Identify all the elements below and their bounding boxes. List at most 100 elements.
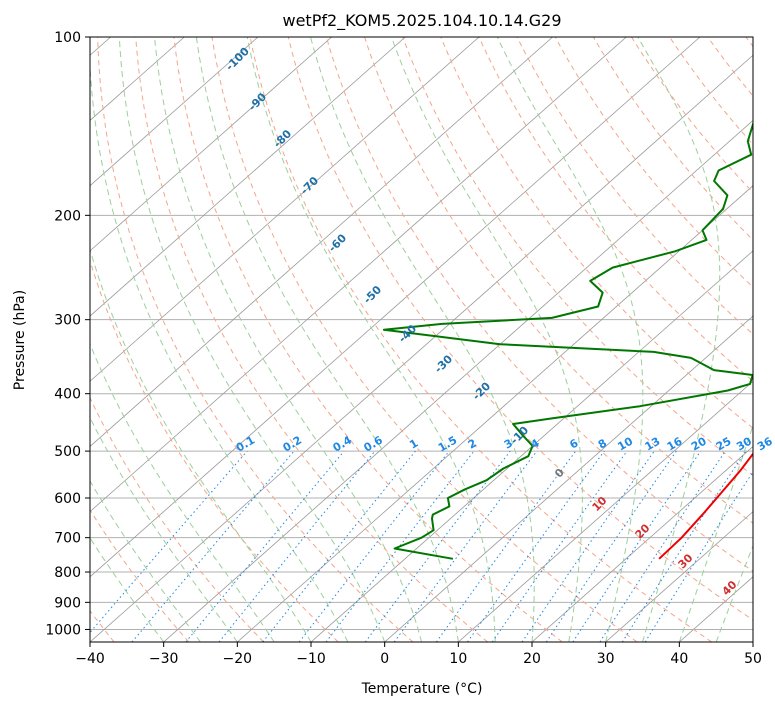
moist-adiabat-line [496, 37, 644, 642]
dry-adiabat-line [402, 37, 753, 477]
isotherm-line [237, 185, 753, 642]
dry-adiabat-line [90, 259, 339, 642]
dry-adiabat-label: 20 [633, 521, 653, 541]
dry-adiabat-line [478, 37, 753, 382]
isotherm-line [90, 37, 701, 578]
isotherm-line [90, 37, 332, 252]
mixing-ratio-line [435, 450, 577, 642]
mixing-ratio-line [131, 450, 295, 642]
x-axis-label: Temperature (°C) [361, 681, 483, 697]
y-tick-label: 700 [54, 531, 81, 547]
background-lines [90, 37, 753, 642]
y-tick-label: 200 [54, 208, 81, 224]
mixing-ratio-line [218, 450, 376, 642]
dry-adiabat-label: -80 [271, 127, 294, 150]
moist-adiabat-line [154, 37, 422, 642]
isotherm-line [90, 37, 480, 382]
isotherm-line [163, 119, 753, 642]
moist-adiabat-line [246, 37, 496, 642]
dry-adiabat-line [707, 37, 753, 97]
moist-adiabat-line [90, 536, 165, 642]
plot-frame [89, 36, 754, 643]
mixing-ratio-line [621, 450, 747, 642]
axis-ticks: −40 −30 −20 −10 0 10 20 30 40 5010020030040050060… [45, 30, 762, 667]
dry-adiabat-label: -50 [361, 283, 384, 306]
mixing-ratio-line [393, 450, 538, 642]
isotherm-line [605, 511, 753, 642]
x-tick-label: 40 [670, 651, 688, 667]
isotherm-line [679, 576, 753, 642]
x-tick-label: 50 [744, 651, 762, 667]
moist-adiabat-line [90, 480, 201, 642]
mixing-ratio-line [90, 450, 248, 634]
moist-adiabat-line [678, 423, 753, 642]
dry-adiabat-line [211, 37, 638, 642]
y-tick-label: 1000 [45, 622, 81, 638]
mixing-ratio-line [644, 470, 753, 642]
moist-adiabat-line [90, 342, 275, 642]
dry-adiabat-line [745, 37, 753, 48]
dry-adiabat-label: 0 [552, 466, 567, 481]
x-tick-label: −10 [296, 651, 326, 667]
isotherm-line [384, 315, 753, 642]
x-tick-label: −30 [149, 651, 179, 667]
dry-adiabat-line [364, 37, 753, 524]
x-tick-label: −20 [223, 651, 253, 667]
y-tick-label: 300 [54, 313, 81, 329]
moist-adiabat-line [752, 640, 753, 642]
y-tick-label: 500 [54, 444, 81, 460]
moist-adiabat-line [310, 37, 535, 642]
dry-adiabat-line [554, 37, 753, 288]
dry-adiabat-line [249, 37, 712, 642]
isotherm-line [90, 37, 627, 513]
dry-adiabat-label: -20 [470, 379, 493, 402]
dry-adiabat-line [90, 508, 190, 642]
y-tick-label: 600 [54, 491, 81, 507]
dry-adiabat-line [516, 37, 753, 335]
dry-adiabat-line [97, 37, 414, 642]
isotherm-line [458, 380, 753, 642]
y-tick-label: 900 [54, 595, 81, 611]
x-tick-label: 30 [597, 651, 615, 667]
y-axis-label: Pressure (hPa) [12, 290, 28, 390]
mixing-ratio-line [491, 450, 628, 642]
y-tick-label: 800 [54, 565, 81, 581]
isotherm-line [90, 37, 406, 317]
mixing-ratio-label: 8 [596, 437, 609, 452]
dry-adiabat-line [135, 37, 488, 642]
isotherm-line [90, 54, 753, 642]
dewpoint-profile [382, 122, 753, 560]
isotherm-line [310, 250, 753, 642]
isotherm-line [531, 445, 753, 642]
temperature-profile [658, 452, 753, 560]
chart-title: wetPf2_KOM5.2025.104.10.14.G29 [282, 11, 561, 31]
dry-adiabat-label: -40 [396, 322, 419, 345]
isotherm-line [752, 641, 753, 642]
dry-adiabat-line [90, 396, 264, 642]
dry-adiabat-line [325, 37, 753, 572]
x-tick-label: 20 [523, 651, 541, 667]
mixing-ratio-line [298, 450, 450, 642]
y-tick-label: 100 [54, 30, 81, 46]
mixing-ratio-line [599, 450, 726, 642]
moist-adiabat-line [90, 57, 349, 642]
mixing-ratio-line [262, 450, 416, 642]
dry-adiabat-line [592, 37, 753, 241]
isotherm-line [90, 37, 259, 187]
moist-adiabat-line [637, 37, 721, 642]
x-tick-label: −40 [75, 651, 105, 667]
mixing-ratio-line [185, 450, 345, 642]
mixing-ratio-label: 2 [466, 437, 479, 452]
moist-adiabat-line [390, 37, 583, 642]
dry-adiabat-line [173, 37, 563, 642]
moist-adiabat-line [90, 416, 238, 642]
moist-adiabat-line [90, 247, 312, 642]
x-tick-label: 0 [380, 651, 389, 667]
y-tick-label: 400 [54, 387, 81, 403]
sounding-profiles [382, 122, 753, 560]
isotherm-line [90, 37, 553, 447]
dry-adiabat-label: 40 [720, 578, 740, 598]
mixing-ratio-label: 36 [755, 434, 775, 453]
x-tick-label: 10 [449, 651, 467, 667]
